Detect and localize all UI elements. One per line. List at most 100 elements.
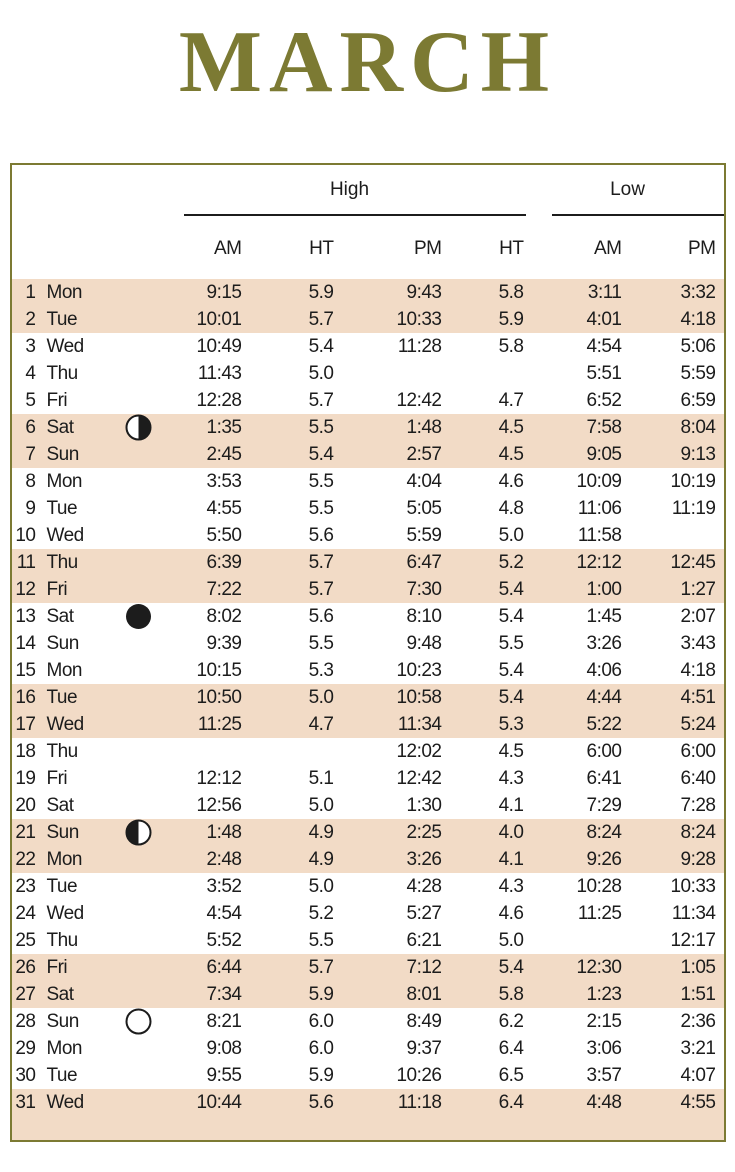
high-am-height: 5.9 <box>308 281 334 303</box>
high-pm-time: 4:04 <box>406 470 442 492</box>
high-am-column-header: AM <box>214 237 242 259</box>
low-pm-time: 6:59 <box>680 389 716 411</box>
low-am-time <box>532 927 630 954</box>
day-number: 16 <box>15 686 36 708</box>
high-pm-height: 6.2 <box>498 1010 524 1032</box>
low-am-time: 9:05 <box>586 443 622 465</box>
weekday-label: Sun <box>46 443 80 465</box>
tide-table: High Low AM HT PM HT AM PM 1 Mon 9:15 5.… <box>9 162 726 1142</box>
low-am-time: 2:15 <box>586 1010 622 1032</box>
moon-phase-cell <box>110 1008 168 1035</box>
low-am-time: 6:00 <box>586 740 622 762</box>
weekday-label: Tue <box>46 686 78 708</box>
high-am-time: 2:48 <box>206 848 242 870</box>
high-am-time: 4:55 <box>206 497 242 519</box>
weekday-label: Sun <box>46 1010 80 1032</box>
low-pm-time: 3:43 <box>680 632 716 654</box>
high-am-height: 5.0 <box>308 875 334 897</box>
low-pm-time: 6:40 <box>680 767 716 789</box>
low-am-time: 3:26 <box>586 632 622 654</box>
high-pm-time: 7:12 <box>406 956 442 978</box>
weekday-label: Fri <box>46 767 68 789</box>
table-row: 1 Mon 9:15 5.9 9:43 5.8 3:11 3:32 <box>11 278 724 306</box>
weekday-label: Tue <box>46 308 78 330</box>
high-am-height: 5.0 <box>308 794 334 816</box>
weekday-label: Thu <box>46 740 79 762</box>
low-pm-time: 11:34 <box>671 902 716 924</box>
high-am-time: 10:49 <box>196 335 242 357</box>
moon-phase-cell <box>110 738 168 765</box>
high-pm-height: 5.4 <box>498 659 524 681</box>
high-pm-height: 5.4 <box>498 578 524 600</box>
day-number: 19 <box>15 767 36 789</box>
high-am-time: 5:50 <box>206 524 242 546</box>
low-am-time: 3:06 <box>586 1037 622 1059</box>
day-number: 8 <box>25 470 36 492</box>
low-am-time: 4:01 <box>586 308 622 330</box>
weekday-label: Tue <box>46 875 78 897</box>
low-am-time: 12:30 <box>576 956 622 978</box>
low-pm-time: 9:13 <box>680 443 716 465</box>
low-pm-time: 1:05 <box>680 956 716 978</box>
low-am-time: 10:09 <box>576 470 622 492</box>
month-title: MARCH <box>178 14 557 111</box>
low-am-time: 4:06 <box>586 659 622 681</box>
high-am-time: 3:52 <box>206 875 242 897</box>
day-number: 11 <box>16 551 36 573</box>
high-pm-height: 4.1 <box>498 794 524 816</box>
high-am-height: 4.7 <box>308 713 334 735</box>
low-group-label: Low <box>610 178 645 200</box>
moon-phase-cell <box>110 441 168 468</box>
table-row: 19 Fri 12:12 5.1 12:42 4.3 6:41 6:40 <box>12 765 724 792</box>
low-pm-time: 4:55 <box>680 1091 716 1113</box>
low-am-time: 7:58 <box>586 416 622 438</box>
day-number: 15 <box>15 659 36 681</box>
moon-phase-cell <box>110 1062 168 1089</box>
high-pm-time: 5:59 <box>406 524 442 546</box>
table-row: 7 Sun 2:45 5.4 2:57 4.5 9:05 9:13 <box>11 440 724 468</box>
high-pm-height: 6.5 <box>498 1064 524 1086</box>
weekday-label: Wed <box>46 335 85 357</box>
high-am-height: 6.0 <box>308 1010 334 1032</box>
high-pm-time: 5:27 <box>406 902 442 924</box>
low-am-time: 9:26 <box>586 848 622 870</box>
weekday-label: Mon <box>46 281 83 303</box>
high-pm-time: 10:58 <box>396 686 442 708</box>
moon-phase-cell <box>110 954 168 981</box>
high-pm-height: 4.3 <box>498 875 524 897</box>
high-pm-height: 4.1 <box>498 848 524 870</box>
high-am-time: 8:02 <box>206 605 242 627</box>
weekday-label: Wed <box>46 524 85 546</box>
day-number: 12 <box>15 578 36 600</box>
high-pm-time: 6:47 <box>406 551 442 573</box>
high-pm-time: 4:28 <box>406 875 442 897</box>
high-am-time: 9:55 <box>206 1064 242 1086</box>
high-am-height: 4.9 <box>308 848 334 870</box>
table-row: 12 Fri 7:22 5.7 7:30 5.4 1:00 1:27 <box>11 575 724 603</box>
table-row: 5 Fri 12:28 5.7 12:42 4.7 6:52 6:59 <box>12 387 724 414</box>
low-pm-time: 1:51 <box>680 983 716 1005</box>
weekday-label: Thu <box>46 551 79 573</box>
high-am-height: 5.9 <box>308 1064 334 1086</box>
high-am-height: 5.4 <box>308 443 334 465</box>
table-row: 8 Mon 3:53 5.5 4:04 4.6 10:09 10:19 <box>12 468 724 495</box>
low-am-column-header: AM <box>594 237 622 259</box>
low-am-time: 3:11 <box>587 281 622 303</box>
high-am-time: 9:39 <box>206 632 242 654</box>
high-pm-height: 5.4 <box>498 956 524 978</box>
high-am-time: 6:44 <box>206 956 242 978</box>
low-pm-time: 4:51 <box>680 686 716 708</box>
table-row: 23 Tue 3:52 5.0 4:28 4.3 10:28 10:33 <box>12 873 724 900</box>
moon-phase-cell <box>110 468 168 495</box>
high-pm-time: 9:37 <box>406 1037 442 1059</box>
high-am-height: 5.1 <box>308 767 334 789</box>
high-am-height: 5.6 <box>308 605 334 627</box>
high-pm-time: 10:26 <box>396 1064 442 1086</box>
high-pm-time: 7:30 <box>406 578 442 600</box>
high-am-height: 5.7 <box>308 551 334 573</box>
day-number: 13 <box>15 605 36 627</box>
low-am-time: 12:12 <box>576 551 622 573</box>
low-pm-time: 5:59 <box>680 362 716 384</box>
weekday-label: Sat <box>46 605 75 627</box>
low-am-time: 1:23 <box>586 983 622 1005</box>
